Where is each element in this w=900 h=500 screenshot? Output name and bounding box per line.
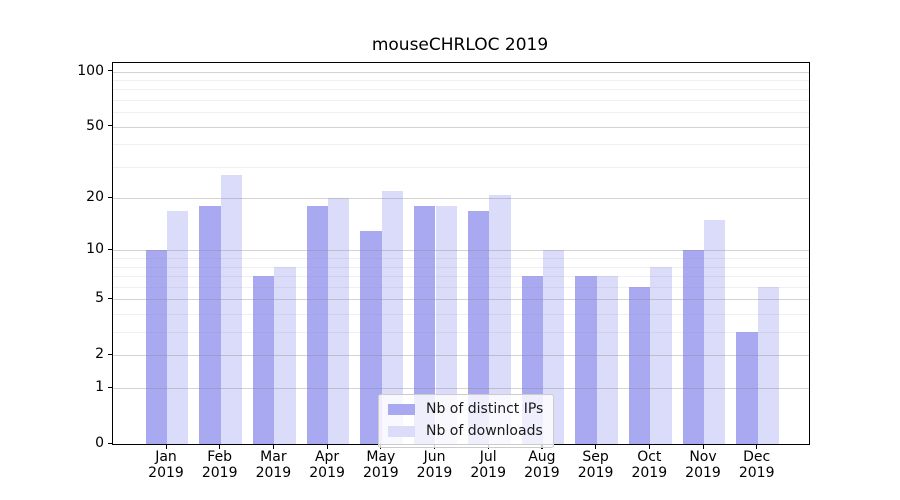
legend-swatch-downloads-icon bbox=[388, 426, 415, 437]
x-tick-label-feb: Feb 2019 bbox=[201, 449, 238, 481]
x-tick-label-sep: Sep 2019 bbox=[577, 449, 614, 481]
x-tick-mark-apr bbox=[326, 445, 328, 449]
legend-label-downloads: Nb of downloads bbox=[426, 423, 543, 439]
y-tick-mark-50 bbox=[108, 125, 112, 127]
x-tick-label-jan: Jan 2019 bbox=[148, 449, 184, 481]
plot-area: Nb of distinct IPs Nb of downloads bbox=[112, 62, 810, 448]
bar-oct-distinct-ips bbox=[628, 286, 651, 444]
x-tick-label-mar: Mar 2019 bbox=[255, 449, 292, 481]
x-tick-mark-sep bbox=[595, 445, 597, 449]
x-tick-mark-nov bbox=[702, 445, 704, 449]
bar-dec-downloads bbox=[757, 286, 780, 444]
legend-row-downloads: Nb of downloads bbox=[388, 422, 543, 441]
bar-may-downloads bbox=[381, 190, 404, 444]
y-tick-label-1: 1 bbox=[95, 379, 104, 396]
x-tick-label-apr: Apr 2019 bbox=[309, 449, 345, 481]
x-tick-mark-mar bbox=[272, 445, 275, 449]
x-tick-label-nov: Nov 2019 bbox=[685, 449, 721, 481]
legend-label-distinct-ips: Nb of distinct IPs bbox=[426, 401, 544, 417]
y-tick-mark-5 bbox=[108, 297, 112, 300]
legend: Nb of distinct IPs Nb of downloads bbox=[378, 394, 555, 448]
x-tick-label-may: May 2019 bbox=[362, 449, 399, 481]
y-tick-label-10: 10 bbox=[86, 241, 104, 258]
y-tick-mark-20 bbox=[108, 196, 112, 198]
x-tick-label-jun: Jun 2019 bbox=[416, 449, 453, 481]
y-tick-label-100: 100 bbox=[77, 62, 104, 79]
bar-nov-downloads bbox=[704, 220, 726, 444]
bar-sep-downloads bbox=[596, 276, 618, 444]
x-tick-label-aug: Aug 2019 bbox=[524, 449, 560, 481]
legend-swatch-distinct-ips-icon bbox=[388, 404, 415, 415]
bar-oct-downloads bbox=[650, 266, 672, 444]
bar-jul-distinct-ips bbox=[467, 210, 490, 444]
bar-jun-distinct-ips bbox=[414, 206, 436, 444]
bar-may-distinct-ips bbox=[360, 230, 382, 444]
y-tick-mark-100 bbox=[108, 70, 112, 72]
y-tick-mark-0 bbox=[108, 442, 112, 444]
y-tick-label-2: 2 bbox=[95, 346, 104, 363]
x-tick-mark-oct bbox=[648, 445, 650, 449]
x-tick-label-jul: Jul 2019 bbox=[470, 449, 506, 481]
legend-row-distinct-ips: Nb of distinct IPs bbox=[388, 400, 543, 419]
chart-title: mouseCHRLOC 2019 bbox=[371, 35, 549, 55]
y-tick-label-20: 20 bbox=[86, 189, 104, 206]
x-tick-label-dec: Dec 2019 bbox=[738, 449, 775, 481]
x-tick-mark-dec bbox=[756, 445, 758, 449]
y-tick-mark-1 bbox=[108, 386, 112, 388]
bar-mar-downloads bbox=[274, 266, 296, 444]
y-tick-mark-2 bbox=[108, 353, 112, 355]
bar-feb-distinct-ips bbox=[199, 206, 221, 444]
bar-nov-distinct-ips bbox=[682, 250, 704, 444]
bar-apr-distinct-ips bbox=[306, 206, 329, 444]
y-tick-label-50: 50 bbox=[86, 117, 104, 134]
y-tick-label-5: 5 bbox=[95, 290, 104, 307]
bars-layer bbox=[113, 63, 809, 444]
bar-jan-distinct-ips bbox=[145, 250, 167, 444]
x-tick-label-oct: Oct 2019 bbox=[631, 449, 668, 481]
y-tick-mark-10 bbox=[108, 248, 112, 251]
bar-jul-downloads bbox=[489, 194, 511, 444]
bar-mar-distinct-ips bbox=[253, 276, 275, 444]
x-tick-mark-feb bbox=[219, 445, 221, 449]
bar-jun-downloads bbox=[435, 206, 457, 444]
bar-feb-downloads bbox=[220, 175, 243, 444]
bar-sep-distinct-ips bbox=[575, 276, 597, 444]
y-tick-label-0: 0 bbox=[95, 435, 104, 451]
bar-jan-downloads bbox=[167, 210, 189, 444]
bar-dec-distinct-ips bbox=[736, 332, 758, 444]
bar-apr-downloads bbox=[328, 198, 350, 444]
x-tick-mark-jan bbox=[165, 445, 167, 449]
